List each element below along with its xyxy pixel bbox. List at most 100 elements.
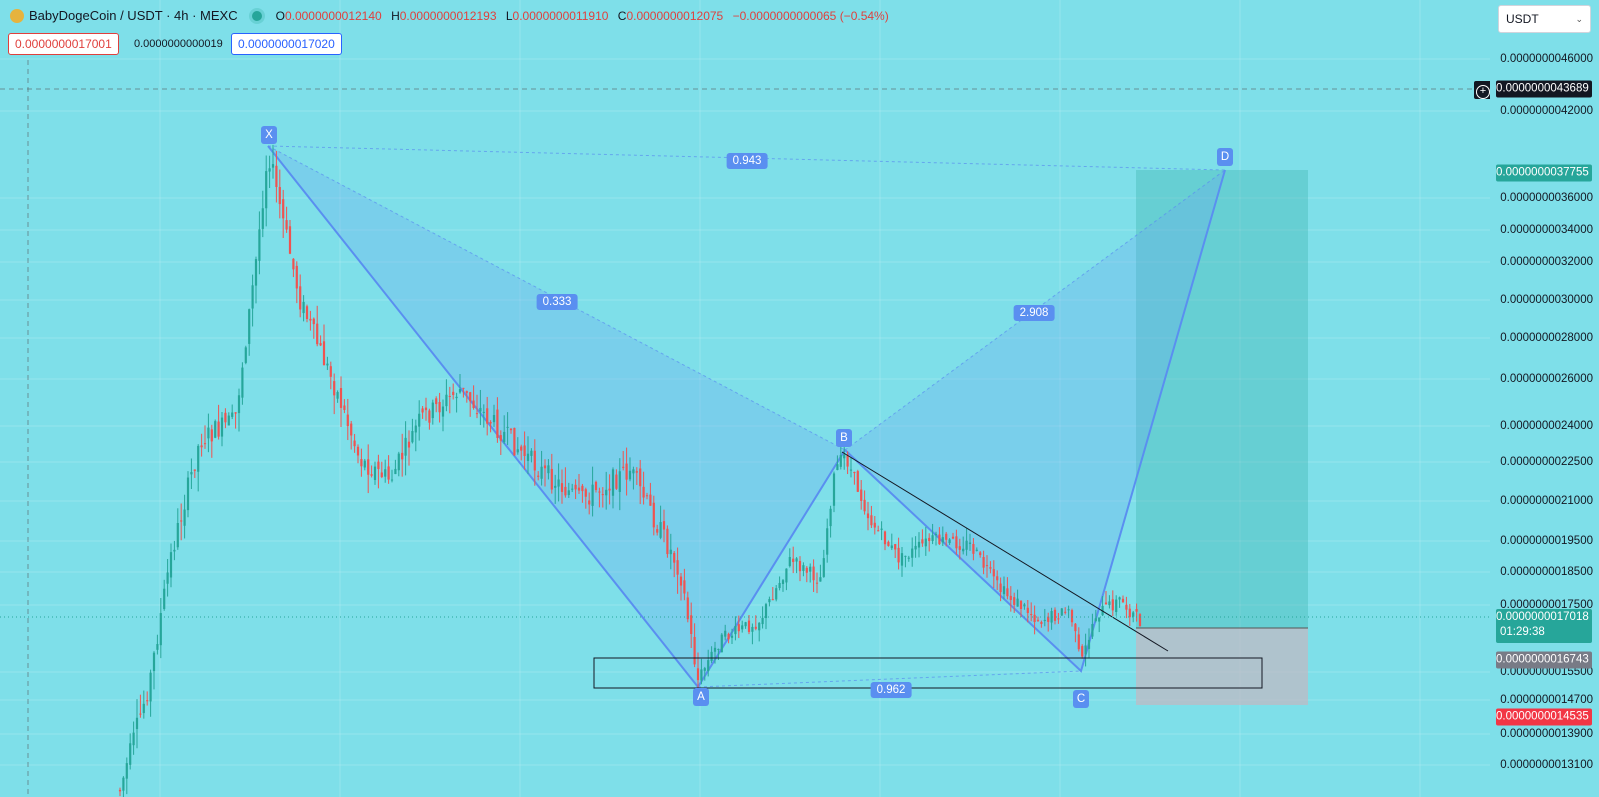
candle-body xyxy=(652,502,655,528)
candle-body xyxy=(832,473,836,506)
candle-body xyxy=(870,515,873,526)
candle-body xyxy=(200,445,203,448)
price-tick: 0.0000000030000 xyxy=(1500,294,1593,306)
candle-body xyxy=(1077,634,1080,650)
candle-body xyxy=(397,453,400,471)
stop-zone[interactable] xyxy=(1136,628,1308,705)
chart-canvas[interactable] xyxy=(0,0,1490,797)
candle-body xyxy=(584,489,587,497)
candle-body xyxy=(662,521,666,530)
candle-body xyxy=(645,495,649,497)
last-price-label: 0.0000000017018 01:29:38 xyxy=(1496,609,1592,643)
candle-body xyxy=(384,469,387,477)
candle-body xyxy=(727,633,730,640)
candle-body xyxy=(979,552,982,556)
candle-body xyxy=(190,472,193,475)
pattern-xab-fill xyxy=(268,146,845,687)
price-axis[interactable]: 0.0000000046000 0.0000000042000 0.00000000… xyxy=(1490,0,1599,797)
entry-price-label: 0.0000000016743 xyxy=(1496,651,1592,669)
candle-body xyxy=(574,484,577,490)
candle-body xyxy=(907,557,910,559)
candle-body xyxy=(683,580,686,594)
price-change: −0.0000000000065 (−0.54%) xyxy=(732,8,889,23)
candle-body xyxy=(326,363,329,366)
candle-body xyxy=(778,582,781,589)
candle-body xyxy=(1098,617,1101,622)
market-open-icon xyxy=(251,10,262,21)
candle-body xyxy=(339,388,343,408)
pair-interval-exchange: / USDT · 4h · MEXC xyxy=(120,8,238,23)
price-tick: 0.0000000024000 xyxy=(1500,420,1593,432)
candle-body xyxy=(254,259,258,286)
currency-select[interactable]: USDT ⌄ xyxy=(1498,5,1591,33)
candle-body xyxy=(744,622,747,627)
candle-body xyxy=(193,469,196,471)
candle-body xyxy=(482,411,485,413)
candle-body xyxy=(554,485,557,488)
candle-body xyxy=(404,437,407,456)
candle-body xyxy=(1047,616,1050,622)
candle-body xyxy=(169,552,173,578)
candle-body xyxy=(122,777,125,791)
candle-body xyxy=(601,494,604,496)
candle-body xyxy=(924,538,927,547)
candle-body xyxy=(258,229,261,261)
candle-body xyxy=(897,547,900,563)
candle-body xyxy=(618,471,621,492)
candle-body xyxy=(914,545,917,550)
candle-body xyxy=(921,539,924,544)
candle-body xyxy=(707,660,710,672)
pattern-ac-line xyxy=(697,670,1082,688)
candle-body xyxy=(533,450,536,471)
candle-body xyxy=(149,672,152,702)
support-zone-box[interactable] xyxy=(593,657,1263,689)
candle-body xyxy=(1057,618,1060,620)
candle-body xyxy=(883,531,887,545)
pattern-bcd-fill xyxy=(845,170,1225,671)
candle-body xyxy=(673,552,676,563)
candle-body xyxy=(989,567,992,569)
candle-body xyxy=(462,387,465,389)
chart-area[interactable]: BabyDogeCoin / USDT · 4h · MEXC O0.00000… xyxy=(0,0,1490,797)
plus-icon: + xyxy=(1476,85,1490,99)
candle-body xyxy=(635,471,638,473)
candle-body xyxy=(805,567,808,573)
candle-body xyxy=(523,445,526,457)
candle-body xyxy=(894,544,897,550)
buy-button[interactable]: 0.0000000017020 xyxy=(231,33,342,55)
candle-body xyxy=(1087,639,1091,649)
symbol-name[interactable]: BabyDogeCoin xyxy=(29,8,117,23)
candle-body xyxy=(605,489,608,496)
candle-body xyxy=(934,533,938,536)
candle-body xyxy=(248,309,251,344)
candle-body xyxy=(377,461,380,470)
candle-body xyxy=(1074,623,1077,632)
add-alert-button[interactable]: + xyxy=(1474,81,1490,99)
target-zone[interactable] xyxy=(1136,170,1308,628)
price-tick: 0.0000000018500 xyxy=(1500,566,1593,578)
candle-body xyxy=(615,474,618,489)
candle-body xyxy=(849,469,853,471)
candle-body xyxy=(217,421,220,437)
trendline[interactable] xyxy=(841,451,1169,652)
candle-body xyxy=(278,187,281,205)
candle-body xyxy=(904,555,907,557)
candle-body xyxy=(244,347,247,363)
chevron-down-icon: ⌄ xyxy=(1575,14,1583,24)
candle-body xyxy=(724,630,727,637)
candle-body xyxy=(710,651,713,661)
candle-body xyxy=(360,459,363,467)
price-tick: 0.0000000014700 xyxy=(1500,694,1593,706)
candle-body xyxy=(224,412,227,423)
candle-body xyxy=(295,265,298,289)
candle-body xyxy=(309,318,312,321)
candle-body xyxy=(999,583,1002,593)
candle-body xyxy=(666,528,669,555)
candle-body xyxy=(346,414,349,427)
candle-body xyxy=(363,460,366,468)
sell-button[interactable]: 0.0000000017001 xyxy=(8,33,119,55)
candle-body xyxy=(380,472,383,478)
candle-body xyxy=(887,541,890,546)
candle-body xyxy=(1013,597,1016,605)
candle-body xyxy=(367,459,370,475)
